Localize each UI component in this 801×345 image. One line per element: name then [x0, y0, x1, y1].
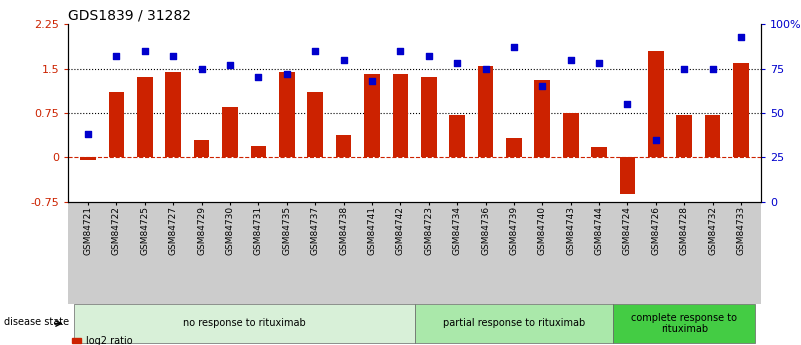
Bar — [80, 157, 96, 160]
Bar — [449, 115, 465, 157]
Point — [508, 45, 521, 50]
Point — [280, 71, 293, 77]
Bar — [308, 92, 323, 157]
Point — [451, 60, 464, 66]
Point — [735, 34, 747, 39]
Bar — [648, 51, 664, 157]
Point — [308, 48, 321, 53]
Point — [394, 48, 407, 53]
Bar — [534, 80, 550, 157]
Bar — [563, 113, 578, 157]
Point — [223, 62, 236, 68]
Bar — [137, 78, 152, 157]
Bar — [109, 92, 124, 157]
Point — [621, 101, 634, 107]
Text: partial response to rituximab: partial response to rituximab — [443, 318, 585, 328]
Bar — [733, 63, 749, 157]
Text: log2 ratio: log2 ratio — [86, 336, 132, 345]
Text: disease state: disease state — [4, 317, 69, 327]
Point — [564, 57, 577, 62]
Point — [422, 53, 435, 59]
Text: GDS1839 / 31282: GDS1839 / 31282 — [68, 9, 191, 23]
Point — [706, 66, 719, 71]
Bar — [364, 75, 380, 157]
Bar — [165, 71, 181, 157]
Text: complete response to
rituximab: complete response to rituximab — [631, 313, 737, 334]
Bar — [705, 115, 720, 157]
Bar — [222, 107, 238, 157]
Bar — [251, 146, 266, 157]
Bar — [421, 78, 437, 157]
Point — [650, 137, 662, 142]
Point — [167, 53, 179, 59]
Point — [82, 131, 95, 137]
Text: no response to rituximab: no response to rituximab — [183, 318, 305, 328]
Bar — [392, 75, 409, 157]
Point — [337, 57, 350, 62]
Bar — [677, 115, 692, 157]
Point — [678, 66, 690, 71]
Point — [195, 66, 208, 71]
Bar — [336, 135, 352, 157]
Bar — [591, 147, 607, 157]
Bar — [620, 157, 635, 194]
Point — [252, 75, 265, 80]
Bar — [194, 140, 209, 157]
Point — [593, 60, 606, 66]
Point — [110, 53, 123, 59]
Point — [365, 78, 378, 84]
Point — [479, 66, 492, 71]
Point — [139, 48, 151, 53]
Bar — [477, 66, 493, 157]
Point — [536, 83, 549, 89]
Bar — [279, 71, 295, 157]
Bar — [506, 138, 521, 157]
